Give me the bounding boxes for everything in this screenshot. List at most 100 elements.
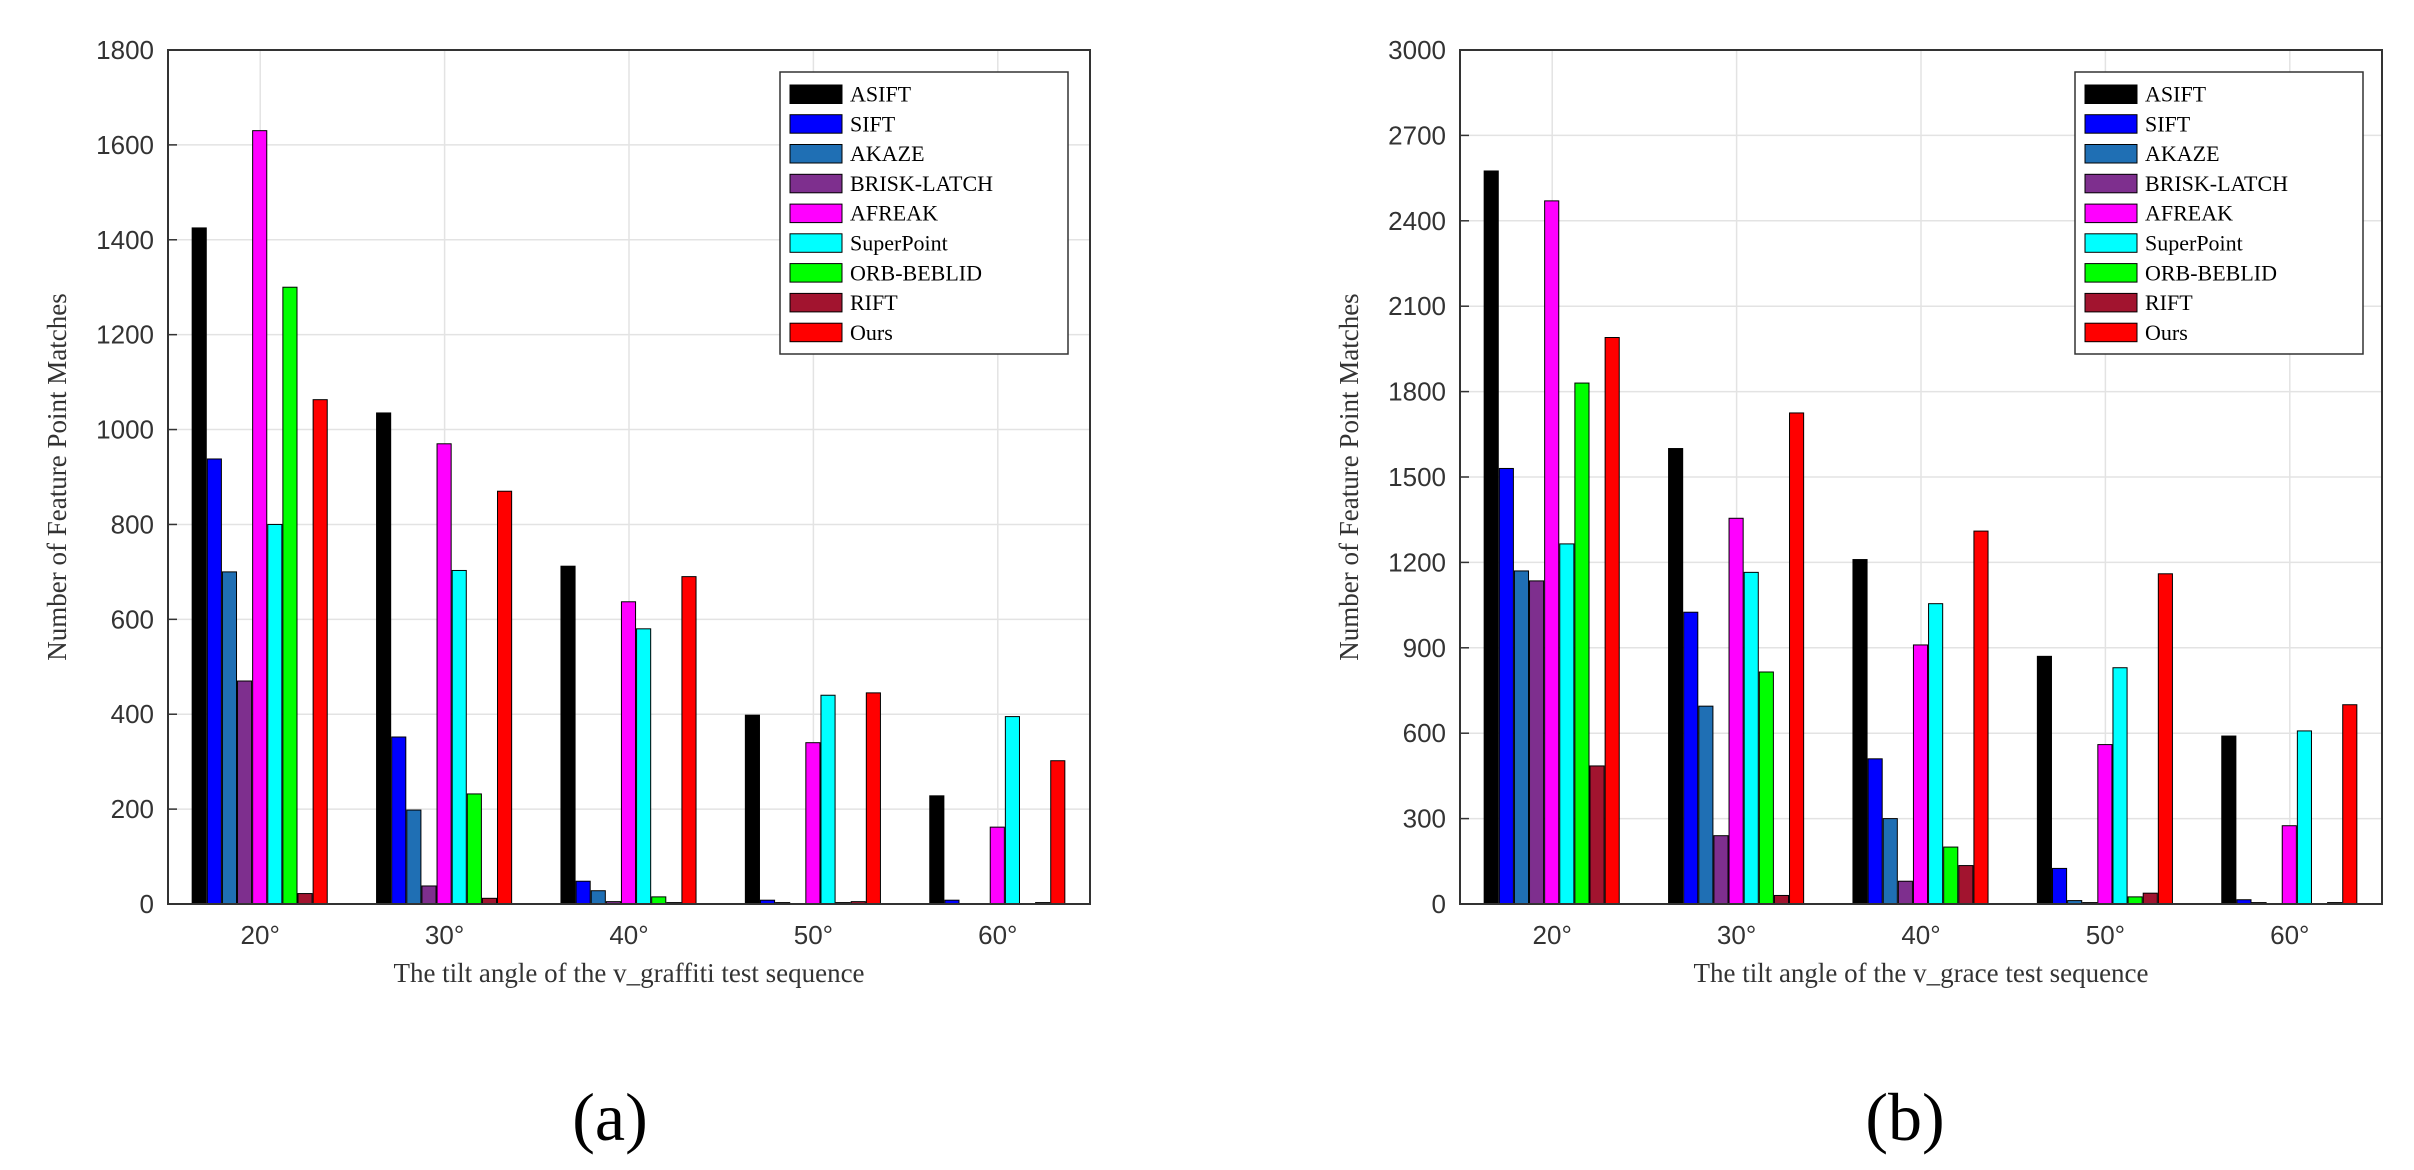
legend-swatch: [2085, 85, 2137, 104]
bar-superpoint: [1005, 717, 1019, 904]
legend-label: RIFT: [850, 290, 898, 315]
bar-superpoint: [452, 570, 466, 904]
bar-rift: [1959, 866, 1973, 904]
legend-swatch: [790, 264, 842, 283]
legend-swatch: [790, 115, 842, 134]
panel-label: (b): [1865, 1079, 1944, 1155]
chart-b: 0 300 600 900 1200 1500 1800 2100 2400 2700 3000 20…: [1334, 35, 2382, 1155]
legend-swatch: [790, 293, 842, 312]
bar-superpoint: [637, 629, 651, 904]
y-axis-label: Number of Feature Point Matches: [42, 293, 72, 660]
bar-ours: [313, 400, 327, 904]
legend-label: SuperPoint: [2145, 231, 2243, 256]
bar-orb-beblid: [283, 287, 297, 904]
bar-ours: [682, 577, 696, 904]
bar-akaze: [1883, 819, 1897, 904]
y-tick-label: 1400: [96, 225, 154, 255]
x-tick-label: 20°: [241, 920, 280, 950]
legend-swatch: [790, 323, 842, 342]
legend-label: Ours: [2145, 320, 2188, 345]
bar-afreak: [2098, 745, 2112, 904]
legend-swatch: [2085, 204, 2137, 223]
bar-ours: [1974, 531, 1988, 904]
legend-swatch: [790, 174, 842, 193]
bar-sift: [1684, 612, 1698, 904]
bar-asift: [377, 413, 391, 904]
bar-brisk-latch: [238, 681, 252, 904]
legend-label: BRISK-LATCH: [2145, 171, 2288, 196]
legend-swatch: [2085, 264, 2137, 283]
figure: 02004006008001000120014001600180020° 30° 4…: [0, 0, 2414, 1170]
x-tick-label: 40°: [1901, 920, 1940, 950]
y-tick-label: 1500: [1388, 462, 1446, 492]
legend-label: SuperPoint: [850, 231, 948, 256]
bar-asift: [2222, 736, 2236, 904]
x-tick-label: 30°: [425, 920, 464, 950]
bar-akaze: [1514, 571, 1528, 904]
x-tick-label: 30°: [1717, 920, 1756, 950]
bar-asift: [745, 715, 759, 904]
x-tick-label: 40°: [609, 920, 648, 950]
y-tick-label: 0: [140, 889, 154, 919]
y-axis-label: Number of Feature Point Matches: [1334, 293, 1364, 660]
bar-superpoint: [268, 524, 282, 904]
bar-sift: [1868, 759, 1882, 904]
bar-brisk-latch: [1898, 881, 1912, 904]
bar-asift: [2037, 656, 2051, 904]
bar-superpoint: [1929, 604, 1943, 904]
y-tick-label: 0: [1432, 889, 1446, 919]
y-tick-label: 2400: [1388, 206, 1446, 236]
y-tick-label: 1800: [1388, 377, 1446, 407]
legend-label: AFREAK: [850, 201, 938, 226]
bar-asift: [1669, 449, 1683, 904]
bar-ours: [498, 491, 512, 904]
legend-swatch: [2085, 293, 2137, 312]
legend-swatch: [2085, 174, 2137, 193]
bar-asift: [1484, 171, 1498, 904]
legend-swatch: [790, 234, 842, 253]
bar-rift: [1774, 895, 1788, 904]
bar-ours: [1790, 413, 1804, 904]
bar-akaze: [222, 572, 236, 904]
y-tick-label: 900: [1403, 633, 1446, 663]
legend-label: AFREAK: [2145, 201, 2233, 226]
bar-afreak: [990, 827, 1004, 904]
bar-orb-beblid: [652, 897, 666, 904]
bar-asift: [930, 796, 944, 904]
bar-afreak: [1729, 518, 1743, 904]
y-tick-label: 1000: [96, 415, 154, 445]
legend-label: Ours: [850, 320, 893, 345]
y-tick-label: 600: [1403, 718, 1446, 748]
legend-label: AKAZE: [2145, 141, 2220, 166]
bar-superpoint: [821, 695, 835, 904]
bar-orb-beblid: [1575, 383, 1589, 904]
x-axis-label: The tilt angle of the v_grace test seque…: [1693, 958, 2148, 988]
legend-label: RIFT: [2145, 290, 2193, 315]
chart-a: 0 200 400 600 800 1000 1200 1400 1600 1800 20° 30° 4…: [42, 35, 1090, 1155]
bar-brisk-latch: [422, 886, 436, 904]
y-tick-label: 200: [111, 794, 154, 824]
bar-akaze: [1699, 706, 1713, 904]
bar-afreak: [437, 444, 451, 904]
bar-sift: [1499, 468, 1513, 904]
y-tick-label: 1600: [96, 130, 154, 160]
bar-afreak: [1913, 645, 1927, 904]
bar-asift: [561, 566, 575, 904]
bar-orb-beblid: [2128, 897, 2142, 904]
bar-orb-beblid: [1944, 847, 1958, 904]
bar-brisk-latch: [1530, 581, 1544, 904]
bar-ours: [2158, 574, 2172, 904]
legend-swatch: [2085, 323, 2137, 342]
legend-swatch: [790, 145, 842, 164]
x-axis-label: The tilt angle of the v_graffiti test se…: [393, 958, 864, 988]
legend-label: SIFT: [850, 111, 896, 136]
legend-label: ASIFT: [2145, 82, 2207, 107]
x-tick-label: 50°: [794, 920, 833, 950]
legend-swatch: [2085, 234, 2137, 253]
bar-superpoint: [2113, 668, 2127, 904]
bar-akaze: [591, 891, 605, 904]
bar-asift: [192, 228, 206, 904]
legend-label: BRISK-LATCH: [850, 171, 993, 196]
x-tick-label: 60°: [2270, 920, 2309, 950]
legend-swatch: [2085, 115, 2137, 134]
